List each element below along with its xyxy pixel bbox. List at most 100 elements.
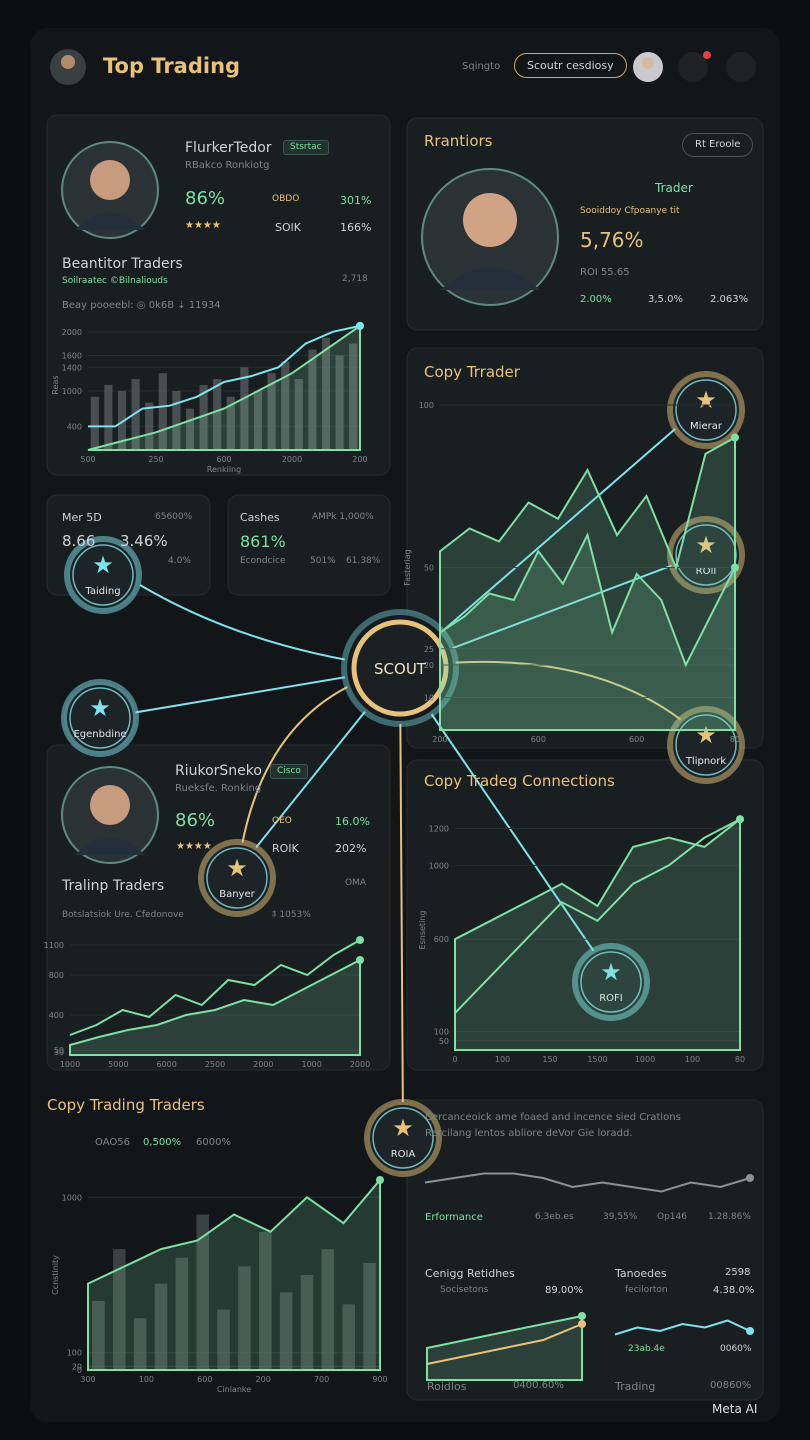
mini-v2: 3.46% bbox=[120, 532, 168, 550]
y-tick-label: 1000 bbox=[429, 861, 449, 870]
x-tick-label: 6000 bbox=[156, 1060, 176, 1069]
mini-s1: 501% bbox=[310, 556, 336, 566]
x-tick-label: 2000 bbox=[282, 455, 302, 464]
trader-code: OEO bbox=[272, 816, 292, 826]
bar bbox=[300, 1275, 314, 1370]
area bbox=[87, 1177, 381, 1371]
y-tick-label: 400 bbox=[67, 422, 82, 431]
trader-gain2: 166% bbox=[340, 221, 372, 234]
y-tick-label: 1100 bbox=[44, 941, 64, 950]
info-text: Rercilang lentos abliore deVor Gie lorad… bbox=[425, 1128, 633, 1139]
end-dot bbox=[578, 1312, 586, 1320]
search[interactable]: Sqingto bbox=[462, 61, 501, 72]
x-tick-label: 600 bbox=[531, 735, 546, 744]
section-meta: Beay pooeebl: ◎ 0k6B ⇣ 11934 bbox=[62, 300, 221, 311]
x-tick-label: 600 bbox=[216, 455, 231, 464]
line bbox=[614, 1319, 751, 1336]
x-axis-label: Renkiing bbox=[207, 465, 241, 474]
node-label: Tlipnork bbox=[685, 756, 727, 767]
node-label: Egenbdine bbox=[73, 729, 126, 740]
x-tick-label: 200 bbox=[256, 1375, 271, 1384]
ranking-s3: 2.063% bbox=[710, 294, 749, 305]
stats-foot-value: 0400.60% bbox=[513, 1380, 564, 1391]
end-dot bbox=[376, 1176, 384, 1184]
bar bbox=[308, 349, 317, 450]
bar bbox=[158, 373, 167, 450]
node-label: Mierar bbox=[690, 421, 723, 432]
bar bbox=[196, 1214, 209, 1370]
section-heading: Tralinp Traders bbox=[62, 878, 165, 894]
y-tick-label: 50 bbox=[54, 1046, 64, 1055]
end-dot bbox=[356, 936, 364, 944]
stats-value: 89.00% bbox=[545, 1285, 584, 1296]
line bbox=[69, 939, 361, 1036]
nodes: ★ Taiding ★ Egenbdine ★ Mierar ★ ROII ★ Tlipnork ★… bbox=[61, 371, 745, 1177]
x-tick-label: 100 bbox=[495, 1055, 510, 1064]
y-tick-label: 100 bbox=[67, 1349, 82, 1358]
y-tick-label: 2000 bbox=[62, 328, 82, 337]
center-label: SCOUT bbox=[374, 660, 427, 678]
x-tick-label: 250 bbox=[148, 455, 163, 464]
node-label: Taiding bbox=[84, 586, 120, 597]
bar bbox=[238, 1266, 251, 1370]
info-v2: 39,55% bbox=[603, 1212, 638, 1222]
end-dot bbox=[578, 1320, 586, 1328]
end-dot bbox=[731, 433, 739, 442]
bar bbox=[321, 1249, 335, 1370]
trader-stat: 86% bbox=[175, 810, 216, 831]
x-tick-label: 2500 bbox=[205, 1060, 225, 1069]
info-v1: 6,3eb.es bbox=[535, 1212, 574, 1222]
x-tick-label: 600 bbox=[629, 735, 644, 744]
node-label: ROII bbox=[696, 566, 717, 577]
y-axis-label: Fasteriag bbox=[403, 549, 412, 586]
bar bbox=[172, 390, 181, 450]
center-node bbox=[351, 619, 449, 717]
mini-top: AMPk 1,000% bbox=[312, 512, 374, 522]
bar bbox=[154, 1283, 168, 1370]
line bbox=[424, 1172, 751, 1193]
trader-tag: Cisco bbox=[270, 764, 308, 779]
bar bbox=[259, 1231, 272, 1370]
y-tick-label: 100 bbox=[419, 401, 434, 410]
y-axis-label: Reas bbox=[51, 375, 60, 394]
bar bbox=[281, 361, 290, 450]
x-tick-label: 5000 bbox=[108, 1060, 128, 1069]
stats-up: 0060% bbox=[720, 1344, 752, 1354]
connections-title: Copy Tradeg Connections bbox=[424, 772, 615, 790]
node bbox=[372, 1107, 434, 1169]
node-star: ★ bbox=[89, 694, 111, 722]
mini-sub: Econdcice bbox=[240, 556, 286, 566]
bar bbox=[117, 390, 127, 450]
node-label: ROIA bbox=[391, 1149, 416, 1160]
x-tick-label: 0 bbox=[452, 1055, 457, 1064]
bar bbox=[217, 1309, 230, 1370]
y-tick-label: 400 bbox=[49, 1011, 64, 1020]
bar bbox=[92, 1300, 105, 1370]
y-tick-label: 1000 bbox=[62, 1193, 82, 1202]
y-tick-label: 1200 bbox=[429, 824, 449, 833]
corner-value: 2,718 bbox=[342, 274, 368, 284]
node-label: Banyer bbox=[219, 889, 255, 900]
bar bbox=[279, 1292, 293, 1370]
x-tick-label: 1000 bbox=[301, 1060, 321, 1069]
trader-gain: 301% bbox=[340, 194, 372, 207]
ranking-sub: Sooiddoy Cfpoanye tit bbox=[580, 206, 680, 216]
trader-code2: ROIK bbox=[272, 842, 299, 855]
bottom-s1: OAO56 bbox=[95, 1137, 130, 1148]
node bbox=[206, 847, 268, 909]
stats-value: 4.38.0% bbox=[713, 1285, 755, 1296]
y-tick-label: 600 bbox=[434, 935, 449, 944]
y-tick-label: 1000 bbox=[62, 387, 82, 396]
bar bbox=[185, 408, 195, 450]
y-tick-label: 20 bbox=[424, 661, 434, 670]
bar bbox=[213, 379, 222, 450]
trader-stat: 86% bbox=[185, 188, 226, 209]
x-tick-label: 150 bbox=[542, 1055, 557, 1064]
ranking-button[interactable]: Rt Eroole bbox=[682, 133, 754, 157]
header-button[interactable]: Scoutr cesdiosy bbox=[514, 53, 627, 79]
rating: ★★★★ bbox=[176, 841, 212, 852]
bar bbox=[90, 396, 99, 450]
bar bbox=[145, 402, 154, 450]
